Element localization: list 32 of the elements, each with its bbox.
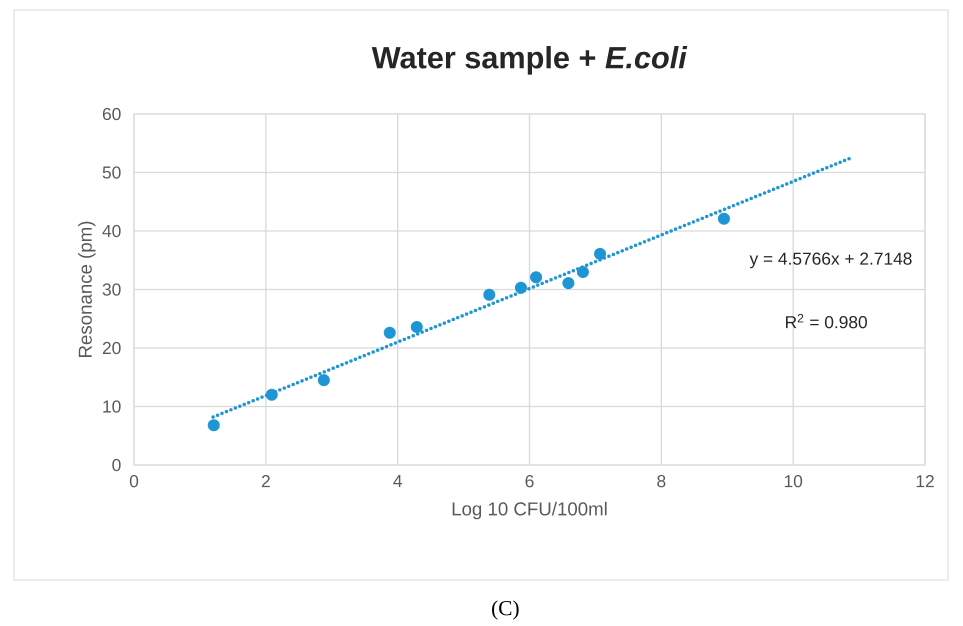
point [562,277,574,290]
x-tick-label: 2 [262,475,270,488]
x-tick-label: 6 [526,475,534,488]
point [718,212,730,225]
y-tick-label: 0 [112,458,121,472]
chart-title: Water sample + E.coli [372,46,688,75]
x-tick-label: 12 [916,475,934,488]
y-tick-label: 40 [102,224,121,238]
y-tick-label: 50 [102,166,121,179]
text: (C) [492,600,519,620]
point [208,419,220,432]
annotation: R$^{2}$ = 0.980 [786,314,867,328]
point [514,282,527,294]
x-tick-label: 8 [657,475,666,488]
point [530,271,542,284]
annotation: y = 4.5766x + 2.7148 [750,252,912,268]
x-tick-label: 0 [130,475,138,488]
x-axis-title: Log 10 CFU/100ml [452,502,607,520]
point [576,266,589,278]
point [384,326,396,339]
y-axis-title: Resonance (pm) [78,222,96,357]
point [483,288,496,301]
y-tick-label: 10 [103,400,121,413]
point [318,374,330,386]
x-tick-label: 4 [393,475,402,487]
y-tick-label: 30 [102,283,121,296]
point [410,320,423,333]
y-tick-label: 20 [102,342,121,354]
point [266,388,278,401]
point [594,248,606,260]
y-tick-label: 60 [102,108,121,120]
x-tick-label: 10 [784,475,802,488]
